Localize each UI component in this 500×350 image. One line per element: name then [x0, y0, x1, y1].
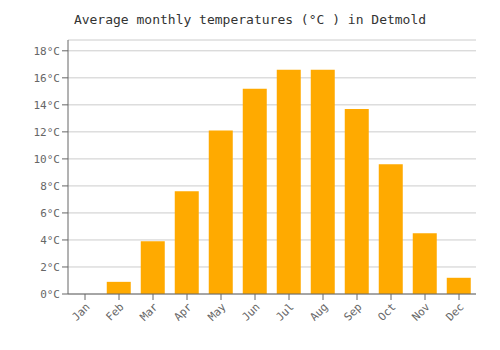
svg-text:2°C: 2°C [40, 261, 60, 274]
svg-text:6°C: 6°C [40, 207, 60, 220]
svg-text:Sep: Sep [341, 300, 364, 323]
svg-text:Jul: Jul [273, 300, 296, 323]
svg-text:4°C: 4°C [40, 234, 60, 247]
svg-text:Apr: Apr [171, 300, 195, 324]
svg-text:May: May [205, 300, 229, 324]
svg-text:Nov: Nov [409, 300, 433, 324]
svg-text:14°C: 14°C [34, 99, 61, 112]
svg-text:12°C: 12°C [34, 126, 61, 139]
svg-text:Aug: Aug [307, 300, 330, 323]
svg-text:Jun: Jun [239, 300, 262, 323]
svg-text:8°C: 8°C [40, 180, 60, 193]
svg-text:Dec: Dec [443, 300, 466, 323]
svg-text:Jan: Jan [69, 300, 92, 323]
svg-text:10°C: 10°C [34, 153, 61, 166]
svg-text:0°C: 0°C [40, 288, 60, 301]
svg-text:Feb: Feb [103, 300, 126, 323]
html-text:Average monthly temperatures (: Average monthly temperatures (°C ) in De… [73, 12, 427, 27]
svg-text:16°C: 16°C [34, 72, 61, 85]
svg-text:18°C: 18°C [34, 45, 61, 58]
svg-text:Oct: Oct [375, 300, 398, 323]
svg-text:Mar: Mar [137, 300, 161, 324]
